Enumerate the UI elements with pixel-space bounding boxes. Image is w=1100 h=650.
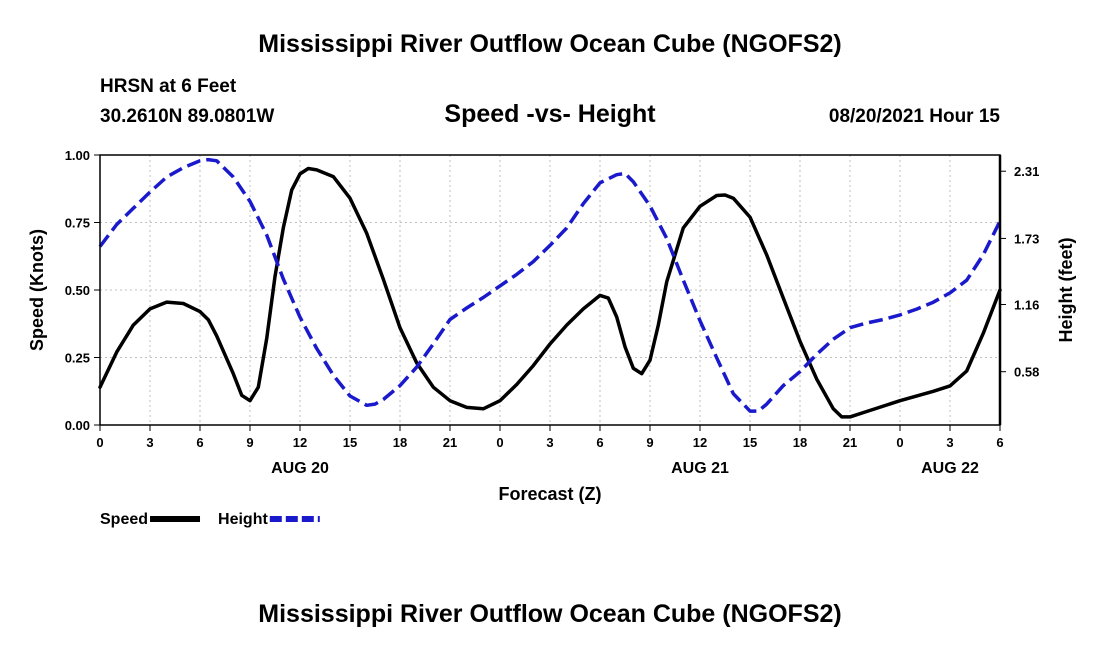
date-label: AUG 22: [921, 460, 979, 477]
x-tick-label: 6: [196, 435, 203, 450]
y2-tick-label: 1.16: [1014, 297, 1039, 312]
x-tick-label: 21: [843, 435, 857, 450]
y2-tick-label: 2.31: [1014, 164, 1039, 179]
forecast-datetime: 08/20/2021 Hour 15: [828, 106, 1000, 127]
speed-height-chart: 0 3 6 9 12 15 18 21 0 3 6 9 12 15 18 21 0 3 6 AUG 20 AUG 21 A…: [27, 148, 1076, 528]
axis-ticks: 0 3 6 9 12 15 18 21 0 3 6 9 12 15 18 21 0 3 6 AUG 20 AUG 21 A…: [65, 148, 1040, 477]
x-tick-label: 0: [896, 435, 903, 450]
x-tick-label: 9: [246, 435, 253, 450]
series-group: [98, 157, 1002, 419]
x-tick-label: 18: [793, 435, 807, 450]
x-tick-label: 18: [393, 435, 407, 450]
legend-label-speed: Speed: [100, 511, 148, 528]
x-tick-label: 12: [693, 435, 707, 450]
y-tick-label: 0.50: [65, 283, 90, 298]
x-tick-label: 21: [443, 435, 457, 450]
x-tick-label: 12: [293, 435, 307, 450]
x-tick-label: 3: [546, 435, 553, 450]
date-label: AUG 21: [671, 460, 729, 477]
height-series-line: [98, 157, 1002, 413]
x-tick-label: 15: [343, 435, 357, 450]
chart-subtitle: Speed -vs- Height: [444, 100, 656, 128]
grid-lines: [100, 155, 1000, 425]
x-axis-label: Forecast (Z): [498, 484, 601, 504]
x-tick-label: 0: [496, 435, 503, 450]
date-label: AUG 20: [271, 460, 329, 477]
x-tick-label: 6: [996, 435, 1003, 450]
footer-title: Mississippi River Outflow Ocean Cube (NG…: [258, 600, 842, 628]
speed-series-line: [98, 166, 1002, 419]
y-tick-label: 1.00: [65, 148, 90, 163]
y-tick-label: 0.00: [65, 418, 90, 433]
y2-tick-label: 1.73: [1014, 231, 1039, 246]
legend-label-height: Height: [218, 511, 268, 528]
y2-tick-label: 0.58: [1014, 365, 1039, 380]
station-coordinates: 30.2610N 89.0801W: [100, 106, 275, 127]
legend: Speed Height: [100, 511, 320, 528]
x-tick-label: 15: [743, 435, 757, 450]
y-axis-label: Speed (Knots): [27, 229, 47, 351]
y2-axis-label: Height (feet): [1056, 238, 1076, 343]
y-tick-label: 0.75: [65, 216, 90, 231]
x-tick-label: 3: [146, 435, 153, 450]
x-tick-label: 0: [96, 435, 103, 450]
x-tick-label: 3: [946, 435, 953, 450]
x-tick-label: 6: [596, 435, 603, 450]
chart-title: Mississippi River Outflow Ocean Cube (NG…: [258, 30, 842, 58]
station-label: HRSN at 6 Feet: [100, 76, 237, 97]
x-tick-label: 9: [646, 435, 653, 450]
y-tick-label: 0.25: [65, 351, 90, 366]
